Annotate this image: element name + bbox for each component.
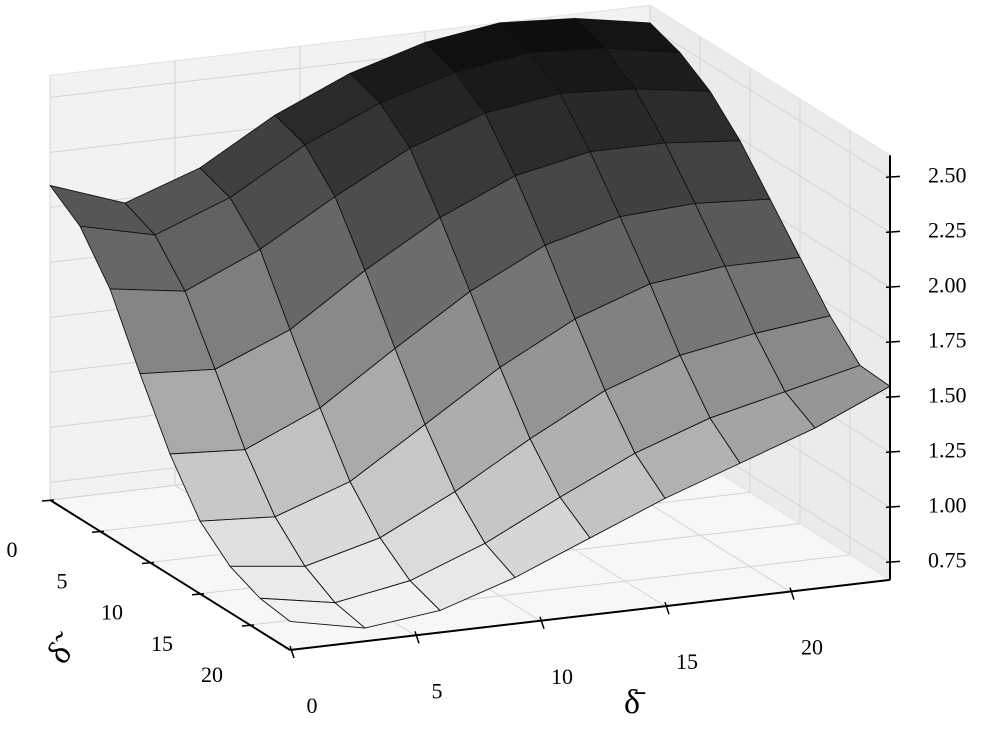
x-tick [789,587,795,600]
x-axis-line [289,578,891,651]
z-tick [885,450,901,454]
surface-patch [259,597,366,629]
x-tick-label: 10 [551,664,573,689]
x-tick [414,631,420,644]
y-axis-label: δ̃ [40,626,86,670]
x-axis-label: δ̄ [624,684,646,721]
z-tick-label: 0.75 [928,547,967,572]
z-tick-label: 1.75 [928,327,967,352]
z-tick-label: 1.25 [928,437,967,462]
x-tick [664,601,670,615]
z-tick-label: 1.50 [928,382,967,407]
z-tick [885,560,901,564]
x-tick-label: 20 [801,635,823,660]
y-tick [141,561,155,565]
x-tick [539,616,545,630]
surface [49,18,891,629]
y-tick-label: 5 [57,568,68,593]
x-tick [289,645,295,659]
x-tick-label: 15 [676,649,698,674]
y-tick-label: 0 [7,537,18,562]
y-tick-label: 10 [101,600,123,625]
y-tick [91,530,105,533]
z-tick [885,285,901,289]
z-tick-label: 2.50 [928,162,967,187]
x-tick-label: 5 [432,678,443,703]
y-tick [41,499,55,502]
z-tick [885,395,901,399]
grid-line [649,26,891,178]
y-tick-label: 20 [201,662,223,687]
y-tick [241,624,255,627]
z-tick [885,505,901,509]
y-tick [191,593,205,596]
y-tick-label: 15 [151,631,173,656]
z-tick-label: 1.00 [928,492,967,517]
x-tick-label: 0 [307,693,318,718]
z-tick [885,230,901,234]
z-tick-label: 2.25 [928,217,967,242]
z-tick [885,175,901,179]
z-tick-label: 2.00 [928,272,967,297]
axes: 0 5 10 15 20 0 5 10 15 20 0.75 1.00 1.25 1.50 1.75 2.00… [7,155,967,718]
z-tick [885,340,901,344]
